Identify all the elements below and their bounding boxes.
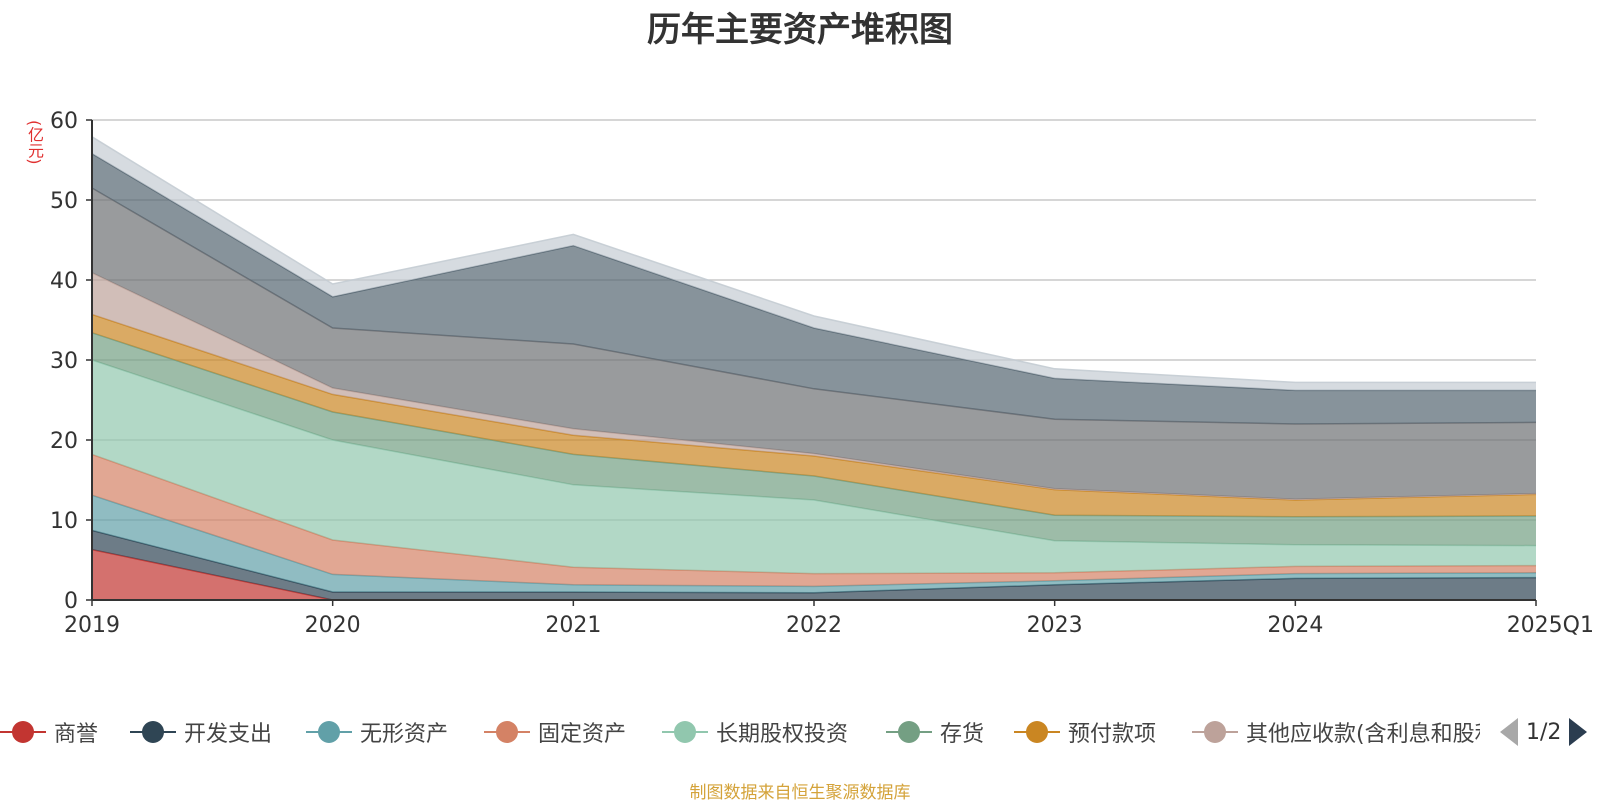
- legend-label: 长期股权投资: [716, 722, 849, 747]
- y-tick-label: 60: [50, 109, 78, 134]
- legend-marker-icon: [886, 717, 932, 747]
- x-tick-label: 2025Q1: [1507, 613, 1594, 638]
- legend-label: 其他应收款(含利息和股利): [1246, 722, 1480, 747]
- x-tick-label: 2020: [305, 613, 361, 638]
- legend-marker-dot: [318, 721, 340, 743]
- legend-label: 预付款项: [1068, 722, 1157, 747]
- axes: [86, 119, 1537, 606]
- legend-marker-icon: [0, 717, 46, 747]
- legend-page-indicator: 1/2: [1526, 719, 1562, 745]
- legend-marker-dot: [142, 721, 164, 743]
- legend-marker-icon: [1192, 717, 1238, 747]
- area-series: [91, 136, 1537, 601]
- area-series-7: [92, 272, 1536, 500]
- area-series-line-10: [91, 136, 1536, 384]
- legend-marker-dot: [898, 721, 920, 743]
- stacked-area-chart: 0 10 20 30 40 50 60 2019 2020 2021 2022 2023 2024 202…: [50, 109, 1594, 638]
- legend-marker-dot: [12, 721, 34, 743]
- legend-item[interactable]: 预付款项: [1014, 712, 1156, 752]
- legend-item[interactable]: 存货: [886, 712, 984, 752]
- x-tick-label: 2024: [1267, 613, 1323, 638]
- area-series-5: [92, 332, 1536, 546]
- y-tick-label: 10: [50, 509, 78, 534]
- legend-marker-icon: [484, 717, 530, 747]
- x-tick-label: 2023: [1027, 613, 1083, 638]
- area-series-3: [92, 454, 1536, 587]
- legend-marker-dot: [496, 721, 518, 743]
- x-tick-label: 2021: [545, 613, 601, 638]
- legend-label: 开发支出: [184, 722, 273, 747]
- y-tick-label: 20: [50, 429, 78, 454]
- y-axis-unit: (亿元): [25, 120, 44, 165]
- legend-item[interactable]: 其他应收款(含利息和股利): [1192, 712, 1480, 752]
- chart-title: 历年主要资产堆积图: [647, 10, 953, 50]
- legend-item[interactable]: 固定资产: [484, 712, 626, 752]
- legend: 商誉 开发支出 无形资产 固定资产 长期股权投资 存货 预付款项 其他应收款(含利息和股利): [0, 712, 1600, 762]
- legend-label: 固定资产: [538, 722, 627, 747]
- legend-label: 无形资产: [360, 722, 449, 747]
- legend-next-icon[interactable]: [1569, 718, 1588, 746]
- legend-items: 商誉 开发支出 无形资产 固定资产 长期股权投资 存货 预付款项 其他应收款(含利息和股利): [0, 712, 1480, 762]
- area-series-4: [92, 360, 1536, 574]
- area-series-0: [92, 549, 1536, 600]
- area-series-8: [92, 188, 1536, 500]
- legend-item[interactable]: 商誉: [0, 712, 98, 752]
- x-tick-label: 2022: [786, 613, 842, 638]
- legend-marker-icon: [306, 717, 352, 747]
- source-note: 制图数据来自恒生聚源数据库: [689, 783, 911, 803]
- legend-pager: 1/2: [1500, 718, 1588, 746]
- area-series-6: [92, 314, 1536, 517]
- legend-item[interactable]: 开发支出: [130, 712, 272, 752]
- x-tick-label: 2019: [64, 613, 120, 638]
- legend-item[interactable]: 长期股权投资: [662, 712, 848, 752]
- tick-labels: 0 10 20 30 40 50 60 2019 2020 2021 2022 2023 2024 202…: [50, 109, 1594, 638]
- y-tick-label: 30: [50, 349, 78, 374]
- area-series-9: [92, 153, 1536, 424]
- legend-marker-icon: [662, 717, 708, 747]
- legend-label: 存货: [940, 722, 985, 747]
- legend-marker-dot: [1204, 721, 1226, 743]
- legend-marker-icon: [130, 717, 176, 747]
- y-tick-label: 0: [64, 589, 78, 614]
- legend-marker-dot: [674, 721, 696, 743]
- y-tick-label: 40: [50, 269, 78, 294]
- legend-marker-icon: [1014, 717, 1060, 747]
- legend-label: 商誉: [54, 722, 99, 747]
- y-tick-label: 50: [50, 189, 78, 214]
- legend-prev-icon[interactable]: [1500, 718, 1518, 746]
- legend-marker-dot: [1026, 721, 1048, 743]
- legend-item[interactable]: 无形资产: [306, 712, 448, 752]
- area-series-1: [92, 530, 1536, 600]
